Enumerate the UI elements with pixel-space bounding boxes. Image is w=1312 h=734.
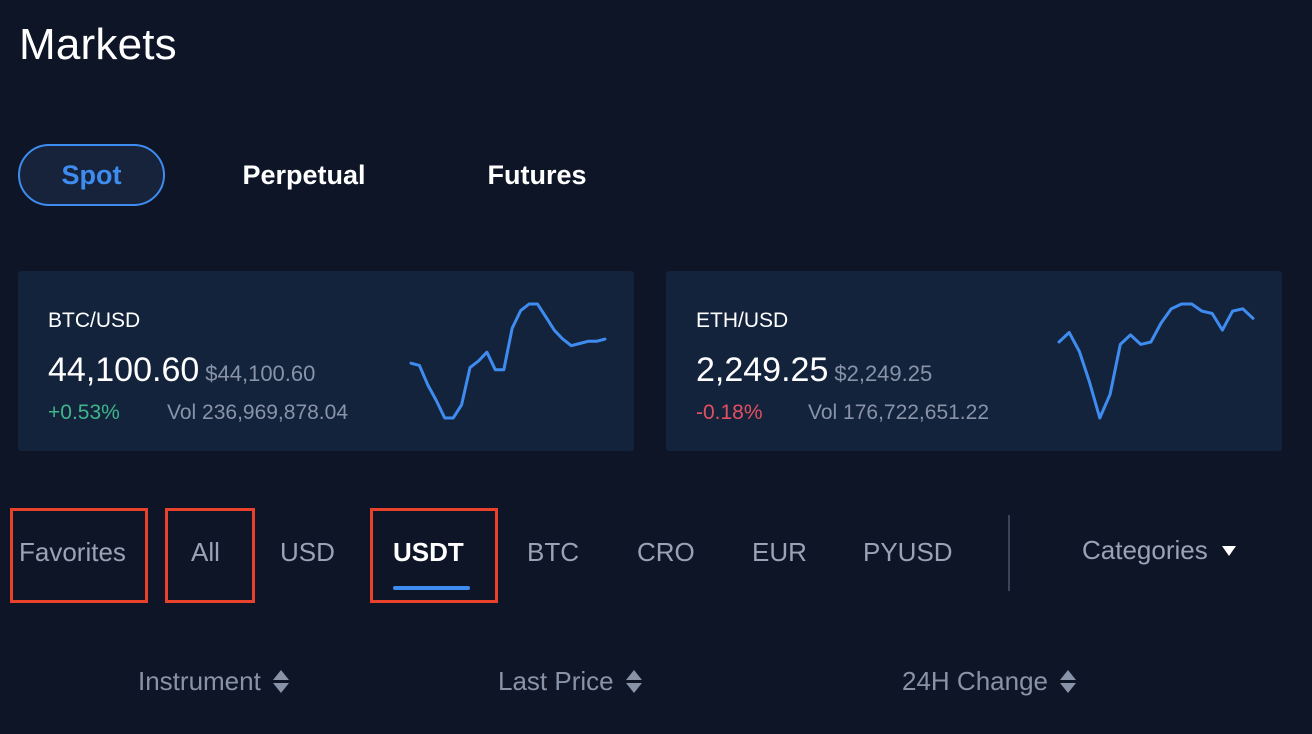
quote-tab-btc[interactable]: BTC [527,537,579,567]
tab-divider [1008,515,1010,591]
ticker-card-btc[interactable]: BTC/USD 44,100.60 $44,100.60 +0.53% Vol … [18,271,634,451]
ticker-pair: ETH/USD [696,309,789,332]
ticker-price: 44,100.60 $44,100.60 [48,351,315,390]
quote-tab-usdt[interactable]: USDT [393,537,464,567]
sparkline-line [1057,302,1255,420]
column-label: Last Price [498,666,614,696]
tab-perpetual[interactable]: Perpetual [242,159,366,190]
ticker-fiat-price: $44,100.60 [205,361,316,386]
tab-spot[interactable]: Spot [18,144,165,206]
ticker-change: +0.53% [48,401,120,424]
sparkline-chart [1057,302,1255,420]
column-label: Instrument [138,666,261,696]
active-tab-indicator [393,586,470,590]
quote-tab-cro[interactable]: CRO [637,537,695,567]
quote-tab-all[interactable]: All [191,537,220,567]
ticker-volume: Vol 236,969,878.04 [167,401,349,424]
sort-icon [625,670,642,693]
column-header-last-price[interactable]: Last Price [498,666,642,697]
highlight-box-favorites [10,508,148,603]
column-label: 24H Change [902,666,1048,696]
column-header-24h-change[interactable]: 24H Change [902,666,1076,697]
ticker-card-eth[interactable]: ETH/USD 2,249.25 $2,249.25 -0.18% Vol 17… [666,271,1282,451]
sparkline-line [409,302,607,420]
ticker-fiat-price: $2,249.25 [834,361,933,386]
quote-tab-favorites[interactable]: Favorites [19,537,126,567]
ticker-volume: Vol 176,722,651.22 [808,401,990,424]
ticker-pair: BTC/USD [48,309,141,332]
page-title: Markets [19,20,177,69]
ticker-price: 2,249.25 $2,249.25 [696,351,932,390]
sort-icon [272,670,289,693]
tab-futures[interactable]: Futures [487,159,587,190]
quote-tab-pyusd[interactable]: PYUSD [863,537,953,567]
highlight-box-all [165,508,255,603]
column-header-instrument[interactable]: Instrument [138,666,289,697]
highlight-box-usdt [370,508,498,603]
ticker-last-price: 44,100.60 [48,351,200,389]
ticker-last-price: 2,249.25 [696,351,829,389]
quote-tab-eur[interactable]: EUR [752,537,807,567]
quote-tab-usd[interactable]: USD [280,537,335,567]
categories-label: Categories [1082,535,1208,565]
ticker-change: -0.18% [696,401,763,424]
sparkline-chart [409,302,607,420]
categories-dropdown[interactable]: Categories [1082,535,1236,566]
sort-icon [1060,670,1076,693]
chevron-down-icon [1221,545,1236,556]
